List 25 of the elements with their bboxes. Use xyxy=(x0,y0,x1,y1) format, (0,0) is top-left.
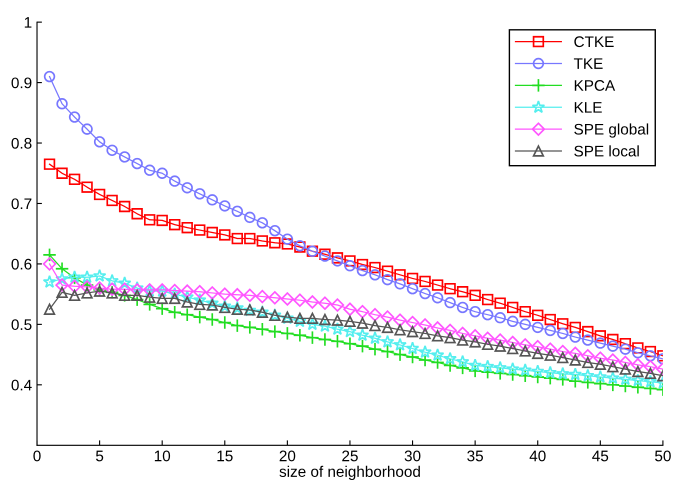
y-tick-label: 0.7 xyxy=(12,198,32,210)
y-tick-label: 0.5 xyxy=(12,319,32,330)
legend-label: TKE xyxy=(574,58,603,69)
legend-label: SPE local xyxy=(574,145,639,157)
x-tick-label: 20 xyxy=(280,450,296,462)
x-tick-label: 30 xyxy=(404,450,420,462)
x-tick-label: 0 xyxy=(33,450,41,462)
x-tick-label: 35 xyxy=(467,450,483,462)
x-tick-label: 25 xyxy=(342,450,358,462)
legend-label: CTKE xyxy=(574,36,614,48)
y-tick-label: 1 xyxy=(24,17,32,28)
y-tick-label: 0.8 xyxy=(12,138,32,149)
legend-label: KLE xyxy=(574,102,602,113)
y-tick-label: 0.9 xyxy=(12,77,32,88)
x-tick-label: 40 xyxy=(530,450,546,462)
y-tick-label: 0.4 xyxy=(12,380,32,390)
legend-label: KPCA xyxy=(574,80,616,91)
legend-label: SPE global xyxy=(574,123,648,138)
x-tick-label: 15 xyxy=(217,450,233,462)
x-axis-title: size of neighborhood xyxy=(279,466,420,480)
x-tick-label: 10 xyxy=(154,450,170,462)
y-tick-label: 0.6 xyxy=(12,258,32,270)
x-tick-label: 50 xyxy=(655,450,671,462)
x-tick-label: 5 xyxy=(96,450,104,462)
x-tick-label: 45 xyxy=(592,450,608,462)
